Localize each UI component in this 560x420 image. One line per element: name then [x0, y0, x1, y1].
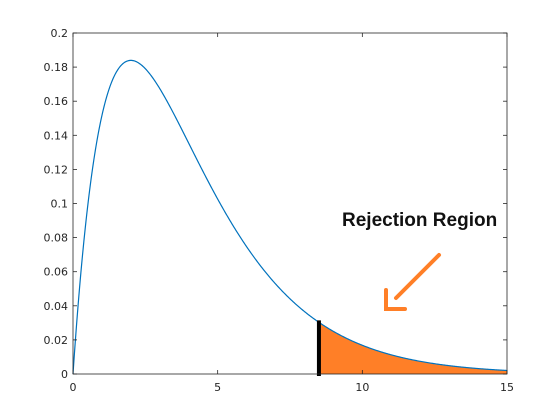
x-tick-label: 5	[214, 381, 221, 394]
y-tick-label: 0.18	[44, 61, 69, 74]
y-tick-label: 0.12	[44, 163, 69, 176]
y-tick-label: 0.08	[44, 232, 69, 245]
y-tick-label: 0	[61, 368, 68, 381]
y-tick-label: 0.2	[51, 27, 69, 40]
y-tick-label: 0.14	[44, 129, 69, 142]
y-tick-label: 0.06	[44, 266, 69, 279]
y-tick-label: 0.04	[44, 300, 69, 313]
x-tick-label: 15	[500, 381, 514, 394]
y-tick-label: 0.16	[44, 95, 69, 108]
y-tick-label: 0.02	[44, 334, 69, 347]
x-tick-label: 10	[355, 381, 369, 394]
rejection-region-label: Rejection Region	[342, 210, 497, 231]
x-tick-label: 0	[70, 381, 77, 394]
y-tick-label: 0.1	[51, 198, 69, 211]
